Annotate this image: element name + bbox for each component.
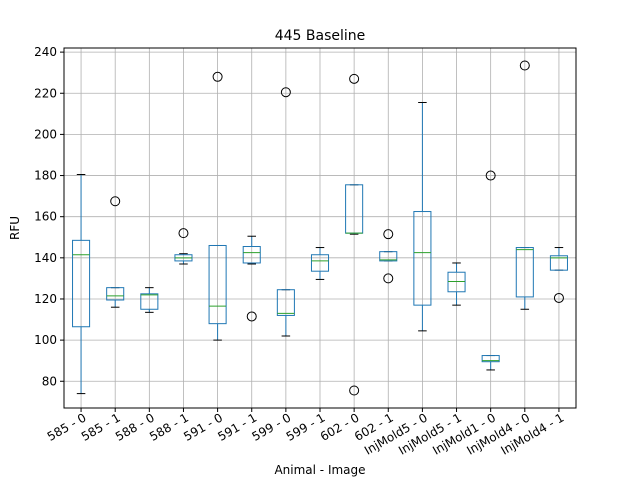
box-group bbox=[379, 229, 398, 284]
outlier-point bbox=[246, 311, 257, 322]
box-group bbox=[242, 235, 261, 322]
box-iqr bbox=[310, 254, 330, 272]
y-axis-label: RFU bbox=[8, 216, 22, 240]
box-group bbox=[208, 71, 227, 341]
box-iqr bbox=[106, 287, 125, 301]
box-iqr bbox=[413, 211, 432, 306]
box-iqr bbox=[447, 271, 466, 293]
outlier-point bbox=[212, 71, 223, 82]
box-group bbox=[515, 60, 534, 310]
y-tick-label: 180 bbox=[34, 169, 57, 183]
y-tick-label: 140 bbox=[34, 251, 57, 265]
box-iqr bbox=[140, 293, 159, 310]
grid-layer bbox=[64, 48, 576, 408]
box-iqr bbox=[481, 355, 500, 363]
box-group bbox=[310, 247, 330, 280]
outlier-point bbox=[349, 385, 360, 396]
x-axis-label: Animal - Image bbox=[274, 463, 365, 477]
box-group bbox=[413, 102, 432, 332]
outlier-point bbox=[485, 170, 496, 181]
y-tick-label: 220 bbox=[34, 86, 57, 100]
box-layer bbox=[72, 60, 568, 396]
box-group bbox=[447, 262, 466, 306]
box-iqr bbox=[276, 289, 295, 316]
box-group bbox=[72, 174, 91, 395]
outlier-point bbox=[349, 73, 360, 84]
outlier-point bbox=[519, 60, 530, 71]
box-group bbox=[106, 196, 125, 308]
outlier-point bbox=[280, 87, 291, 98]
box-group bbox=[481, 170, 500, 371]
y-tick-label: 160 bbox=[34, 210, 57, 224]
outlier-point bbox=[383, 273, 394, 284]
chart-title: 445 Baseline bbox=[275, 28, 366, 44]
box-group bbox=[345, 73, 364, 396]
box-group bbox=[549, 247, 568, 303]
y-tick-label: 120 bbox=[34, 292, 57, 306]
box-iqr bbox=[379, 251, 398, 262]
box-iqr bbox=[208, 244, 227, 325]
box-iqr bbox=[549, 255, 568, 271]
box-iqr bbox=[242, 246, 261, 264]
box-iqr bbox=[72, 239, 91, 328]
outlier-point bbox=[383, 229, 394, 240]
y-tick-label: 100 bbox=[34, 333, 57, 347]
y-tick-label: 80 bbox=[42, 374, 57, 388]
box-iqr bbox=[515, 247, 534, 298]
box-group bbox=[140, 287, 159, 313]
outlier-point bbox=[178, 228, 189, 239]
outlier-point bbox=[553, 292, 564, 303]
box-group bbox=[174, 228, 193, 265]
y-tick-label: 200 bbox=[34, 127, 57, 141]
y-tick-label: 240 bbox=[34, 45, 57, 59]
outlier-point bbox=[110, 196, 121, 207]
box-group bbox=[276, 87, 295, 337]
